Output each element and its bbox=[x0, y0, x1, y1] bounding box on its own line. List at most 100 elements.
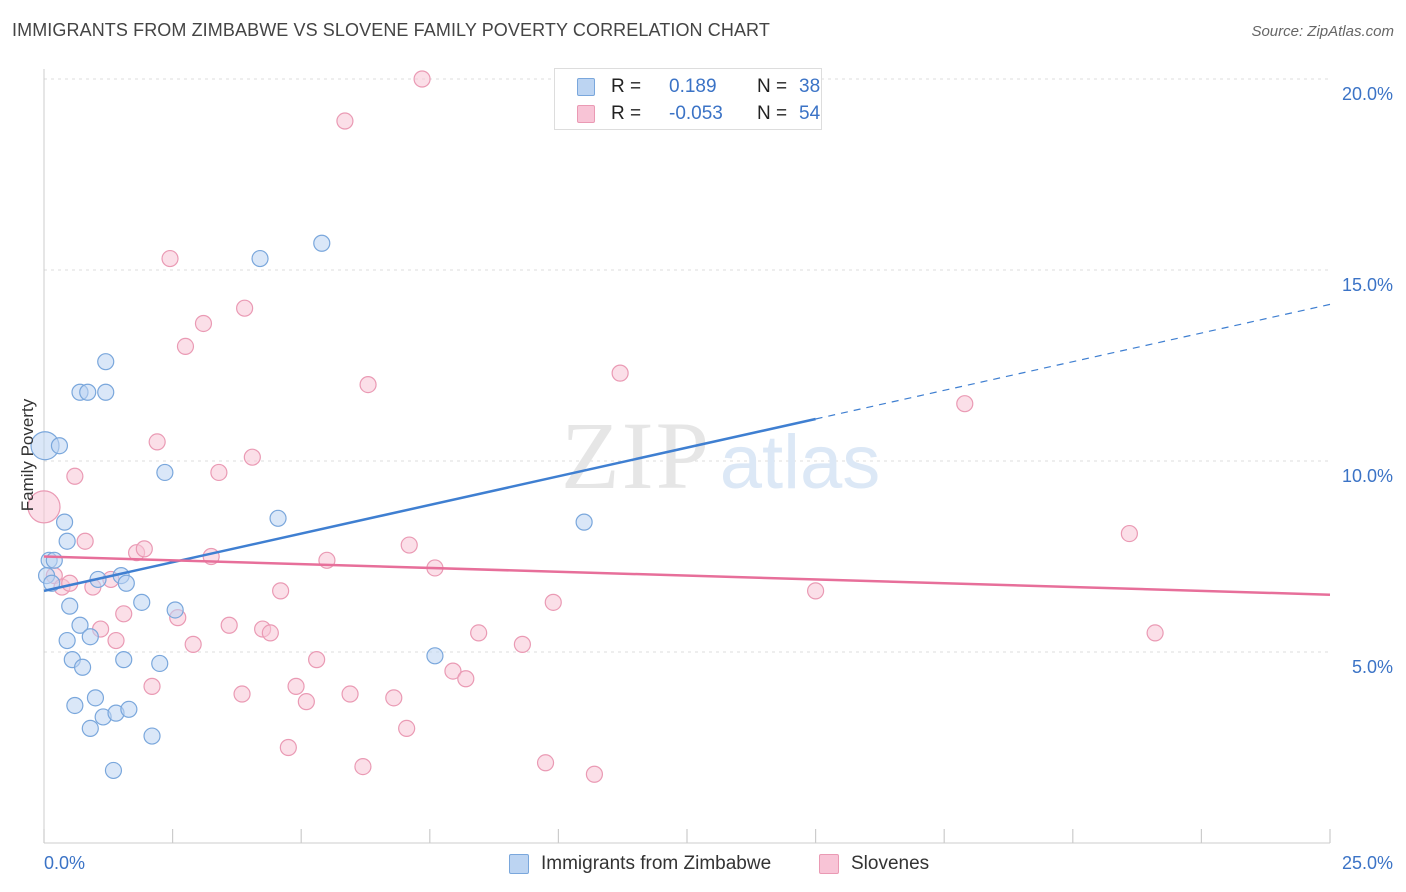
slovenes-point bbox=[210, 463, 228, 482]
zimbabwe-point bbox=[81, 628, 99, 646]
zimbabwe-point bbox=[313, 234, 331, 252]
legend-swatch-slovenes bbox=[577, 105, 595, 123]
slovenes-point bbox=[544, 593, 562, 611]
zimbabwe-point bbox=[66, 696, 84, 715]
legend-n-label: N = bbox=[757, 76, 788, 97]
slovenes-point bbox=[243, 448, 261, 466]
zimbabwe-point bbox=[251, 249, 269, 268]
y-tick-label: 20.0% bbox=[1342, 84, 1393, 104]
x-tick-max: 25.0% bbox=[1341, 853, 1393, 873]
slovenes-point bbox=[359, 376, 377, 394]
legend-r-value: 0.189 bbox=[669, 76, 717, 97]
slovenes-point bbox=[457, 670, 475, 688]
slovenes-point bbox=[336, 112, 354, 130]
legend-r-label: R = bbox=[611, 103, 642, 124]
slovenes-point bbox=[236, 299, 254, 317]
zimbabwe-point bbox=[166, 601, 184, 619]
legend-n-label: N = bbox=[757, 103, 788, 124]
zimbabwe-point bbox=[151, 654, 169, 673]
zimbabwe-point bbox=[120, 700, 138, 718]
slovenes-point bbox=[148, 433, 166, 451]
slovenes-point bbox=[297, 693, 315, 711]
bottom-legend-swatch-slovenes bbox=[819, 854, 839, 874]
zimbabwe-trend-line bbox=[43, 417, 816, 593]
slovenes-point bbox=[513, 635, 531, 653]
slovenes-point bbox=[611, 364, 629, 382]
slovenes-point bbox=[135, 540, 153, 558]
slovenes-point bbox=[115, 605, 133, 623]
correlation-legend: R = 0.189 N = 38 R = -0.053 N = 54 bbox=[554, 68, 822, 130]
zimbabwe-point bbox=[115, 651, 133, 669]
slovenes-point bbox=[470, 624, 488, 642]
zimbabwe-point bbox=[55, 513, 74, 531]
slovenes-point bbox=[536, 754, 555, 772]
watermark-zip: ZIP bbox=[561, 402, 711, 509]
slovenes-point bbox=[806, 582, 825, 600]
slovenes-point bbox=[1120, 524, 1138, 543]
slovenes-point bbox=[161, 249, 179, 268]
slovenes-point bbox=[354, 757, 372, 776]
y-tick-labels: 5.0% 10.0% 15.0% 20.0% bbox=[1342, 84, 1393, 677]
zimbabwe-points bbox=[30, 234, 593, 780]
slovenes-point bbox=[1146, 624, 1164, 642]
zimbabwe-point bbox=[61, 597, 79, 615]
slovenes-point bbox=[76, 532, 94, 550]
chart-title: IMMIGRANTS FROM ZIMBABWE VS SLOVENE FAMI… bbox=[12, 20, 770, 40]
zimbabwe-point bbox=[79, 383, 97, 401]
slovenes-points bbox=[27, 70, 1164, 783]
watermark: ZIP atlas bbox=[561, 402, 880, 509]
y-tick-label: 10.0% bbox=[1342, 466, 1393, 486]
zimbabwe-point bbox=[104, 761, 123, 780]
zimbabwe-trend-extension bbox=[815, 303, 1331, 420]
bottom-legend-swatch-zimbabwe bbox=[509, 854, 529, 874]
slovenes-point bbox=[272, 582, 290, 600]
slovenes-point bbox=[27, 490, 61, 524]
slovenes-point bbox=[413, 70, 431, 88]
slovenes-point bbox=[107, 631, 125, 650]
zimbabwe-point bbox=[143, 727, 161, 745]
slovenes-point bbox=[143, 677, 161, 695]
zimbabwe-point bbox=[426, 647, 444, 665]
zimbabwe-point bbox=[73, 658, 92, 676]
slovenes-point bbox=[341, 685, 359, 703]
legend-n-value: 54 bbox=[799, 103, 821, 124]
slovenes-point bbox=[400, 536, 418, 554]
bottom-legend-label: Immigrants from Zimbabwe bbox=[541, 853, 772, 874]
zimbabwe-point bbox=[71, 616, 89, 634]
y-tick-label: 15.0% bbox=[1342, 275, 1393, 295]
slovenes-point bbox=[585, 765, 604, 783]
zimbabwe-point bbox=[133, 593, 151, 611]
slovenes-point bbox=[194, 314, 213, 333]
y-axis-title: Family Poverty bbox=[18, 398, 37, 512]
zimbabwe-point bbox=[97, 383, 115, 401]
zimbabwe-point bbox=[81, 719, 99, 738]
legend-r-label: R = bbox=[611, 76, 642, 97]
zimbabwe-point bbox=[86, 689, 105, 707]
zimbabwe-point bbox=[156, 463, 174, 482]
slovenes-point bbox=[287, 677, 305, 695]
slovenes-point bbox=[444, 662, 462, 680]
zimbabwe-point bbox=[117, 574, 135, 592]
slovenes-point bbox=[176, 337, 195, 355]
slovenes-point bbox=[66, 467, 84, 485]
trend-lines bbox=[43, 303, 1331, 596]
slovenes-point bbox=[233, 685, 251, 703]
slovenes-point bbox=[261, 624, 279, 642]
slovenes-trend-line bbox=[43, 555, 1331, 596]
slovenes-point bbox=[220, 616, 238, 634]
source-credit: Source: ZipAtlas.com bbox=[1251, 23, 1394, 40]
slovenes-point bbox=[956, 395, 974, 413]
zimbabwe-point bbox=[575, 513, 593, 531]
zimbabwe-point bbox=[45, 551, 63, 569]
slovenes-point bbox=[279, 738, 297, 757]
zimbabwe-point bbox=[50, 437, 69, 455]
legend-swatch-zimbabwe bbox=[577, 78, 595, 96]
legend-n-value: 38 bbox=[799, 76, 821, 97]
grid-lines bbox=[44, 78, 1330, 653]
slovenes-point bbox=[385, 689, 403, 707]
x-tick-min: 0.0% bbox=[44, 853, 86, 873]
legend-r-value: -0.053 bbox=[669, 103, 723, 124]
slovenes-point bbox=[398, 719, 416, 738]
zimbabwe-point bbox=[58, 532, 76, 550]
